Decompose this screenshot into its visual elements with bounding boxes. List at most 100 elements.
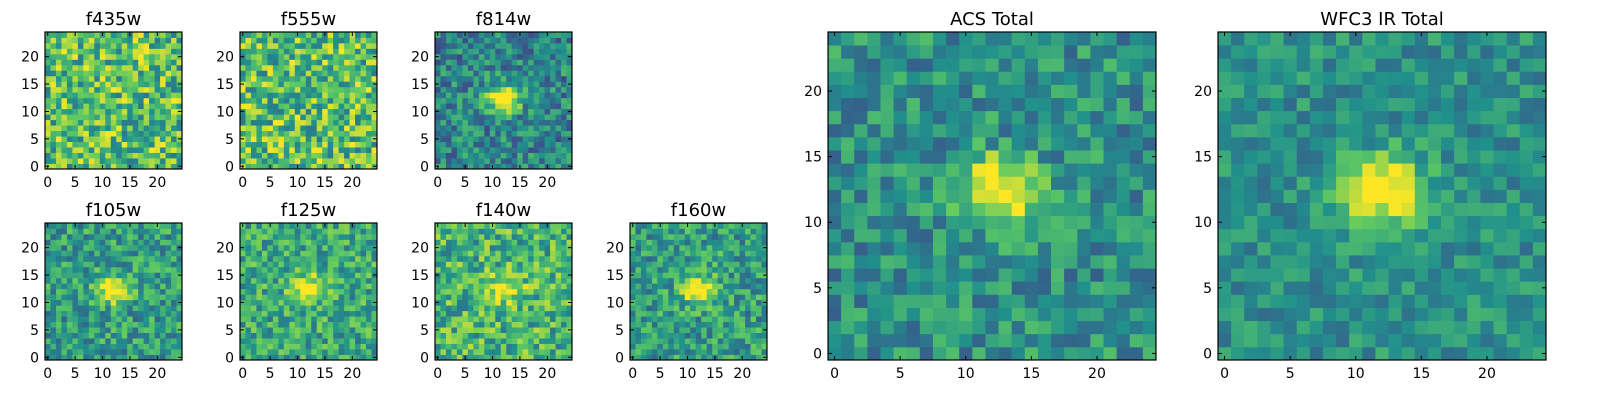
- heatmap-cell: [88, 32, 95, 38]
- heatmap-cell: [728, 250, 735, 257]
- heatmap-cell: [533, 37, 540, 44]
- heatmap-cell: [456, 223, 463, 229]
- heatmap-cell: [50, 343, 57, 350]
- heatmap-cell: [440, 130, 447, 137]
- heatmap-cell: [305, 75, 312, 82]
- heatmap-cell: [88, 332, 95, 339]
- heatmap-cell: [355, 327, 361, 333]
- heatmap-cell: [668, 244, 675, 251]
- heatmap-cell: [506, 349, 513, 355]
- heatmap-cell: [506, 283, 513, 290]
- heatmap-cell: [171, 316, 177, 323]
- heatmap-cell: [473, 136, 480, 142]
- heatmap-cell: [61, 158, 68, 164]
- heatmap-cell: [544, 316, 551, 323]
- heatmap-cell: [451, 108, 458, 115]
- heatmap-cell: [245, 130, 252, 137]
- heatmap-cell: [360, 343, 367, 350]
- heatmap-cell: [250, 141, 257, 148]
- heatmap-cell: [283, 223, 290, 229]
- heatmap-cell: [706, 255, 713, 262]
- heatmap-cell: [105, 37, 112, 44]
- heatmap-cell: [149, 310, 155, 317]
- heatmap-cell: [366, 294, 372, 301]
- heatmap-cell: [1064, 346, 1078, 361]
- heatmap-cell: [445, 152, 452, 159]
- heatmap-cell: [294, 261, 301, 268]
- heatmap-cell: [462, 147, 469, 153]
- heatmap-cell: [511, 48, 518, 55]
- heatmap-cells: [435, 32, 573, 170]
- heatmap-cell: [245, 233, 252, 240]
- heatmap-cell: [533, 299, 540, 306]
- heatmap-cell: [127, 332, 134, 339]
- heatmap-cell: [366, 141, 372, 148]
- heatmap-cell: [333, 152, 340, 159]
- heatmap-cell: [55, 250, 62, 257]
- heatmap-cell: [684, 332, 691, 339]
- heatmap-cell: [1024, 294, 1039, 308]
- heatmap-cell: [105, 277, 112, 284]
- heatmap-cell: [110, 125, 117, 132]
- heatmap-cell: [555, 349, 562, 355]
- heatmap-cell: [734, 223, 740, 229]
- heatmap-cell: [110, 305, 117, 312]
- heatmap-cell: [55, 48, 62, 55]
- heatmap-cell: [45, 103, 51, 110]
- heatmap-cell: [311, 277, 318, 284]
- heatmap-cell: [322, 158, 329, 164]
- heatmap-cell: [1024, 268, 1039, 282]
- heatmap-cell: [456, 261, 463, 268]
- heatmap-cell: [728, 327, 735, 333]
- heatmap-cell: [250, 327, 257, 333]
- heatmap-cell: [61, 338, 68, 344]
- heatmap-cell: [250, 310, 257, 317]
- heatmap-cell: [528, 277, 535, 284]
- heatmap-cell: [522, 250, 529, 257]
- heatmap-cell: [854, 215, 868, 230]
- heatmap-cell: [327, 255, 334, 262]
- heatmap-cell: [435, 147, 441, 153]
- heatmap-cell: [544, 37, 551, 44]
- heatmap-cell: [272, 266, 279, 273]
- heatmap-cell: [94, 64, 101, 71]
- heatmap-cell: [267, 125, 274, 132]
- heatmap-cell: [116, 70, 123, 77]
- heatmap-cell: [61, 81, 68, 88]
- heatmap-cell: [717, 261, 724, 268]
- heatmap-cell: [338, 316, 345, 323]
- heatmap-cell: [517, 42, 524, 49]
- heatmap-cell: [555, 92, 562, 99]
- heatmap-cell: [322, 97, 329, 104]
- heatmap-cell: [171, 239, 177, 246]
- heatmap-cell: [132, 338, 139, 344]
- heatmap-cell: [544, 70, 551, 77]
- heatmap-cell: [435, 250, 441, 257]
- heatmap-cell: [66, 125, 73, 132]
- heatmap-cell: [555, 332, 562, 339]
- y-tick-label: 10: [21, 104, 39, 120]
- heatmap-cell: [333, 228, 340, 235]
- heatmap-cell: [985, 241, 999, 256]
- y-tick-label: 20: [216, 50, 234, 66]
- heatmap-cell: [305, 277, 312, 284]
- heatmap-cell: [484, 288, 491, 295]
- heatmap-cell: [143, 266, 150, 273]
- heatmap-cell: [171, 272, 177, 279]
- heatmap-cell: [149, 354, 155, 361]
- heatmap-cell: [250, 261, 257, 268]
- heatmap-cell: [712, 272, 719, 279]
- heatmap-cell: [371, 42, 378, 49]
- heatmap-cell: [528, 261, 535, 268]
- heatmap-cell: [355, 97, 361, 104]
- heatmap-cell: [500, 261, 507, 268]
- heatmap-cell: [528, 338, 535, 344]
- heatmap-cell: [316, 136, 323, 142]
- heatmap-cell: [171, 255, 177, 262]
- heatmap-cell: [256, 81, 263, 88]
- heatmap-cell: [500, 152, 507, 159]
- heatmap-cell: [539, 48, 545, 55]
- heatmap-cell: [544, 305, 551, 312]
- heatmap-cell: [366, 343, 372, 350]
- heatmap-cell: [959, 215, 973, 230]
